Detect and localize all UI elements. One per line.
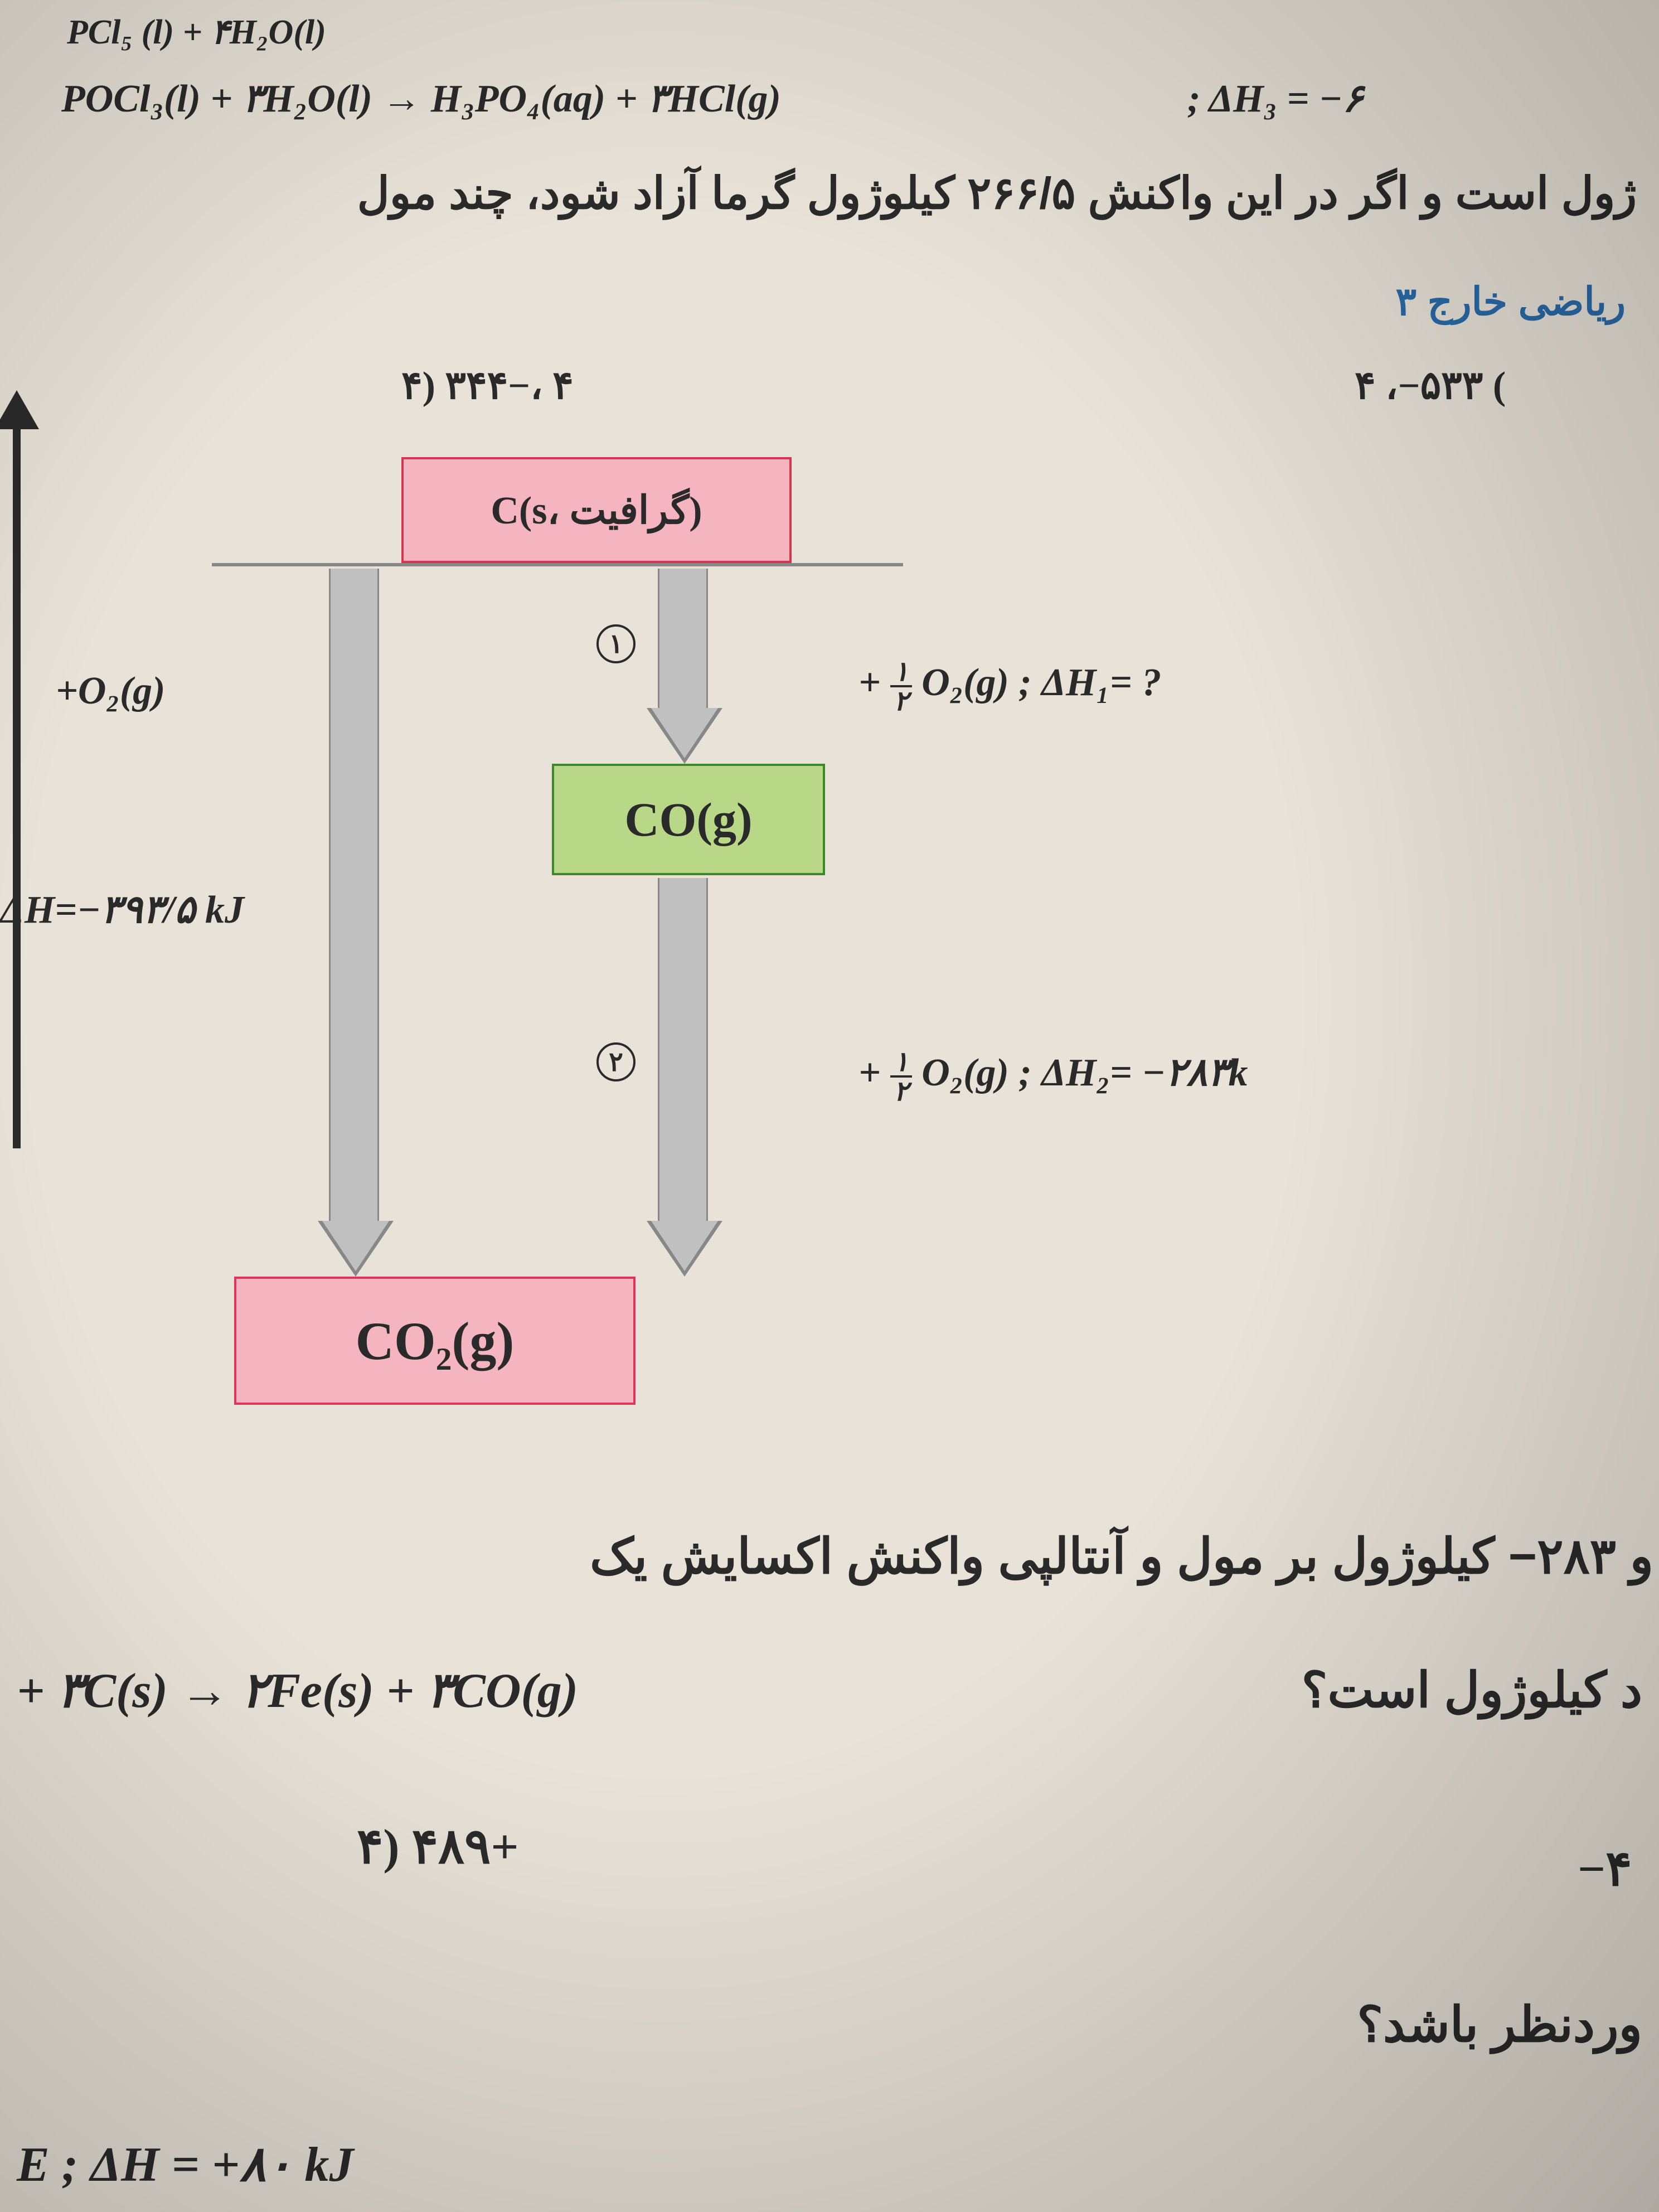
circle-2-label: ۲: [609, 1046, 623, 1078]
arrow-1-head: [651, 708, 718, 758]
right2-plus: +: [858, 1051, 881, 1094]
answer-choice-4: ۴) ۳۴۴−، ۴: [401, 362, 574, 409]
node-co: CO(g): [552, 764, 825, 875]
right-step1-label: + ۱ ۲ O₂(g) ; ΔH₁= ?: [858, 658, 1161, 715]
right1-frac-den: ۲: [890, 687, 911, 715]
eq-line-2-right: ; ΔH₃ = −۶: [1187, 75, 1364, 122]
arrow-left-head: [322, 1221, 389, 1271]
blue-margin-note: ریاضی خارج ۳: [1396, 279, 1626, 324]
bottom-persian-1: و ۲۸۳− کیلوژول بر مول و آنتالپی واکنش اک…: [6, 1527, 1653, 1585]
bottom-persian-2: د کیلوژول است؟: [1302, 1661, 1642, 1719]
circle-1-label: ۱: [609, 628, 623, 659]
node-co2: CO₂(g): [234, 1277, 636, 1405]
right1-plus: +: [858, 661, 881, 704]
circle-1: ۱: [596, 624, 636, 663]
node-graphite-label: C(s، گرافیت): [491, 487, 702, 533]
right-step2-label: + ۱ ۲ O₂(g) ; ΔH₂= −۲۸۳k: [858, 1048, 1248, 1105]
right1-fraction: ۱ ۲: [890, 658, 911, 715]
right1-frac-num: ۱: [890, 658, 911, 687]
answer-choice-right: ۴ ،−۵۳۳ (: [1355, 362, 1506, 409]
right1-rest: O₂(g) ; ΔH₁= ?: [921, 661, 1161, 704]
node-co-label: CO(g): [624, 792, 752, 847]
arrow-1-body: [658, 569, 708, 714]
left-reagent-label: +O₂(g): [56, 669, 165, 714]
question-persian-line: ژول است و اگر در این واکنش ۲۶۶/۵ کیلوژول…: [22, 167, 1637, 219]
right2-frac-den: ۲: [890, 1078, 911, 1105]
right2-fraction: ۱ ۲: [890, 1048, 911, 1105]
node-co2-label: CO₂(g): [356, 1310, 515, 1372]
bottom-persian-3: وردنظر باشد؟: [1357, 1996, 1642, 2053]
arrow-2-body: [658, 878, 708, 1224]
bottom-minus4: −۴: [1578, 1840, 1632, 1898]
left-deltaH-label: ΔH=−۳۹۳/۵ kJ: [0, 886, 244, 933]
right2-rest: O₂(g) ; ΔH₂= −۲۸۳k: [921, 1051, 1248, 1094]
eq-line-1: PCl₅ (l) + ۴H₂O(l): [67, 11, 326, 52]
baseline-line: [212, 563, 903, 566]
photo-vignette: [0, 0, 1659, 2212]
bottom-eq-last: E ; ΔH = +۸۰ kJ: [17, 2135, 353, 2193]
bottom-equation: + ۳C(s) → ۲Fe(s) + ۳CO(g): [17, 1661, 578, 1719]
arrow-left-body: [329, 569, 379, 1226]
circle-2: ۲: [596, 1042, 636, 1081]
bottom-choice-4: ۴) ۴۸۹+: [357, 1817, 519, 1875]
node-graphite: C(s، گرافیت): [401, 457, 792, 563]
eq-line-2-left: POCl₃(l) + ۳H₂O(l) → H₃PO₄(aq) + ۳HCl(g): [61, 75, 781, 122]
right2-frac-num: ۱: [890, 1048, 911, 1078]
arrow-2-head: [651, 1221, 718, 1271]
